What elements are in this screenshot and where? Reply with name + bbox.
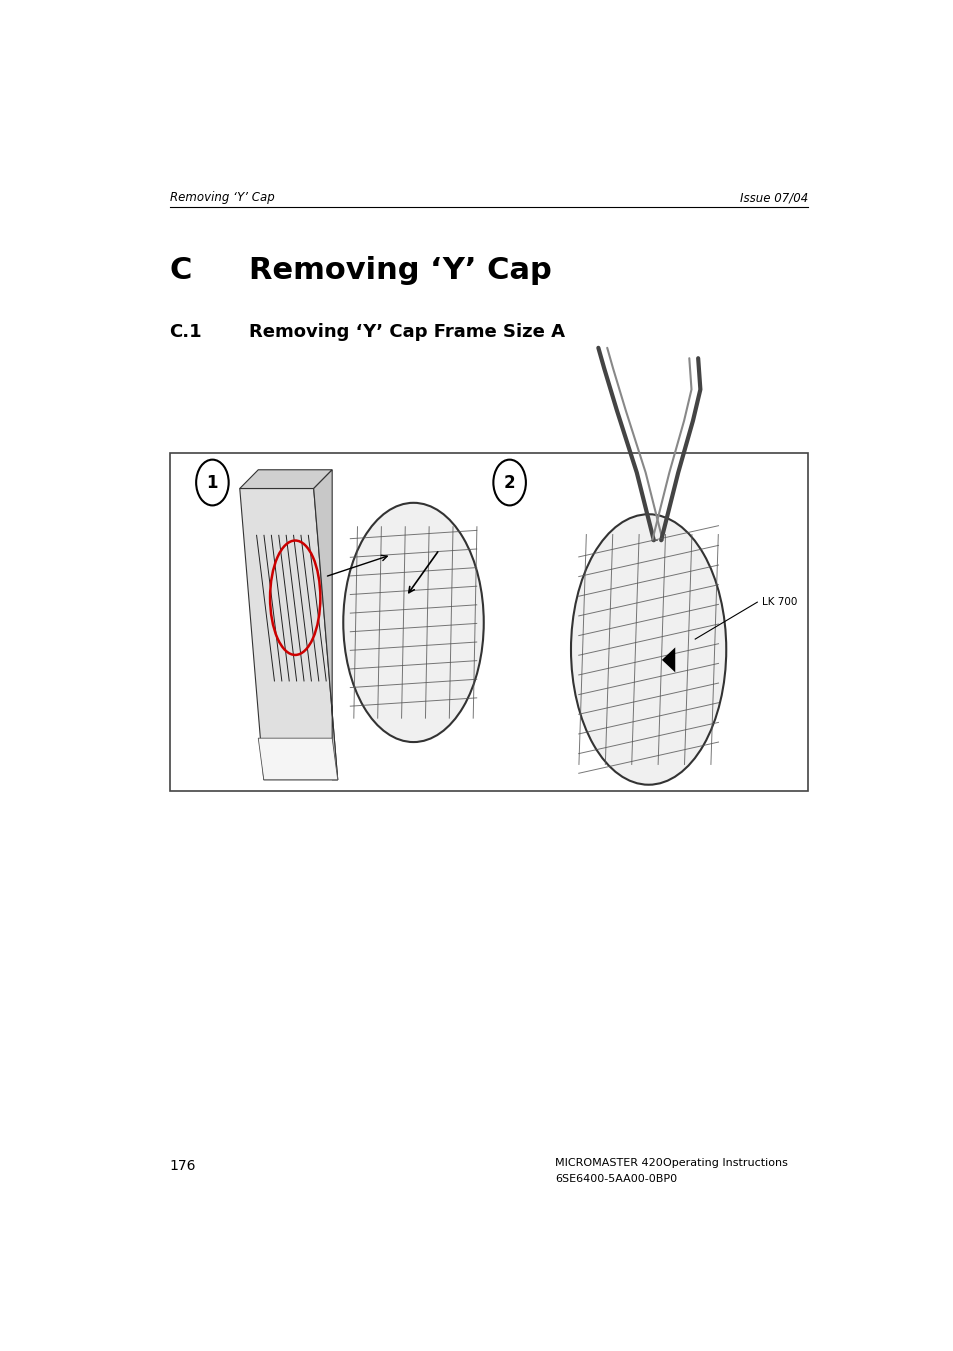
Text: Issue 07/04: Issue 07/04 [740,192,807,204]
Circle shape [493,459,525,505]
Polygon shape [661,647,675,673]
Ellipse shape [343,503,483,742]
Text: C.1: C.1 [170,323,202,342]
Text: 1: 1 [207,473,218,492]
Text: MICROMASTER 420: MICROMASTER 420 [555,1158,662,1169]
Text: Removing ‘Y’ Cap: Removing ‘Y’ Cap [170,192,274,204]
Polygon shape [239,489,337,780]
Text: 2: 2 [503,473,515,492]
Text: Removing ‘Y’ Cap: Removing ‘Y’ Cap [249,255,551,285]
Bar [170,454,807,792]
Text: 176: 176 [170,1159,195,1173]
Text: Operating Instructions: Operating Instructions [662,1158,787,1169]
Text: 6SE6400-5AA00-0BP0: 6SE6400-5AA00-0BP0 [555,1174,677,1183]
Polygon shape [258,738,337,780]
Text: Removing ‘Y’ Cap Frame Size A: Removing ‘Y’ Cap Frame Size A [249,323,564,342]
Polygon shape [239,470,332,489]
Ellipse shape [571,515,725,785]
Text: C: C [170,255,192,285]
Polygon shape [314,470,337,780]
Text: LK 700: LK 700 [761,597,797,607]
Circle shape [196,459,229,505]
